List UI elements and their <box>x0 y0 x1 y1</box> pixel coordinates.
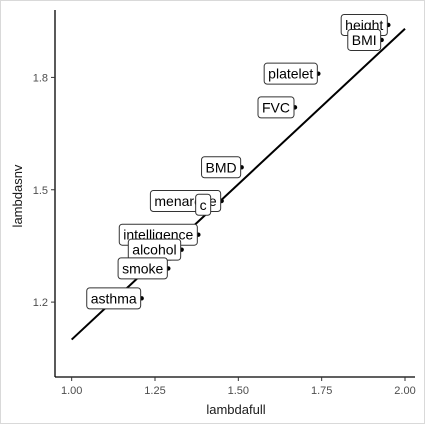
x-tick-label: 1.75 <box>311 385 332 397</box>
point-label-BMD: BMD <box>201 156 242 179</box>
point-label-text: platelet <box>268 66 313 82</box>
y-tick-label: 1.5 <box>33 185 48 197</box>
y-axis-title: lambdasnv <box>10 164 25 227</box>
point-label-smoke: smoke <box>117 257 168 280</box>
x-tick-label: 1.25 <box>144 385 165 397</box>
x-tick-label: 1.50 <box>228 385 249 397</box>
point-label-asthma: asthma <box>86 287 142 310</box>
point-label-text: alcohol <box>132 242 176 258</box>
point-label-box <box>263 62 318 85</box>
point-label-box <box>86 287 142 310</box>
point-label-text: BMI <box>352 32 377 48</box>
point-label-platelet: platelet <box>263 62 318 85</box>
point-label-alcohol: alcohol <box>127 238 182 261</box>
y-tick-label: 1.8 <box>33 72 48 84</box>
point-label-text: c <box>200 197 207 213</box>
point-label-box <box>117 257 168 280</box>
point-label-BMI: BMI <box>347 28 382 51</box>
point-label-box <box>195 193 212 216</box>
point-label-box <box>347 28 382 51</box>
point-label-FVC: FVC <box>257 96 295 119</box>
point-label-text: smoke <box>122 260 163 276</box>
x-tick-label: 2.00 <box>394 385 415 397</box>
x-axis-title: lambdafull <box>206 402 265 417</box>
y-tick-label: 1.2 <box>33 297 48 309</box>
point-label-text: FVC <box>262 99 290 115</box>
point-label-text: BMD <box>206 159 237 175</box>
point-label-c: c <box>195 193 212 216</box>
point-label-box <box>201 156 242 179</box>
x-tick-label: 1.00 <box>61 385 82 397</box>
point-label-text: asthma <box>91 290 137 306</box>
point-label-box <box>257 96 295 119</box>
